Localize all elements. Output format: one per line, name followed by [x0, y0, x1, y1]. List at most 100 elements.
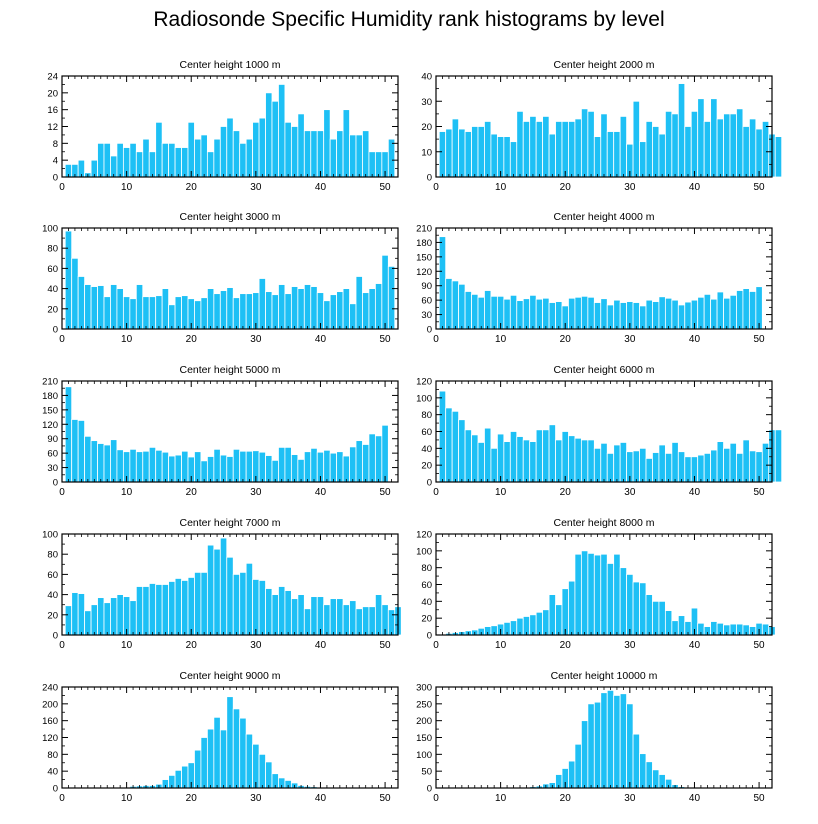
histogram-bar — [226, 456, 234, 483]
histogram-bar — [580, 108, 589, 178]
x-tick-label: 50 — [754, 640, 766, 651]
histogram-bar — [652, 600, 660, 636]
histogram-bar — [258, 753, 266, 789]
histogram-bar — [664, 610, 673, 636]
histogram-bar — [542, 297, 550, 330]
histogram-bar — [535, 429, 544, 483]
histogram-panel: Center height 7000 m 0 10 20 30 40 50 0 20 40 60 80… — [42, 517, 402, 651]
histogram-bar — [97, 142, 105, 178]
histogram-bar — [445, 407, 453, 483]
histogram-bar — [187, 121, 195, 178]
x-tick-label: 40 — [315, 182, 327, 193]
histogram-bar — [213, 448, 221, 483]
histogram-bar — [645, 594, 653, 636]
histogram-bar — [490, 133, 498, 178]
histogram-panel: Center height 4000 m 0 10 20 30 40 50 0 30 60 90 12… — [416, 211, 773, 345]
histogram-bar — [374, 435, 383, 483]
histogram-bar — [458, 283, 466, 330]
histogram-bar — [245, 450, 254, 483]
histogram-bar — [329, 452, 338, 483]
histogram-bar — [258, 580, 266, 636]
histogram-bar — [219, 126, 228, 178]
histogram-bar — [349, 134, 357, 178]
histogram-bar — [181, 147, 189, 178]
histogram-bar — [664, 297, 673, 330]
histogram-bar — [336, 130, 344, 178]
histogram-bar — [652, 301, 660, 330]
histogram-bar — [265, 92, 273, 178]
y-tick-label: 0 — [427, 173, 432, 184]
histogram-bar — [252, 121, 260, 178]
histogram-panel: Center height 8000 m 0 10 20 30 40 50 0 20 40 60 80… — [416, 517, 776, 651]
histogram-bar — [155, 295, 163, 330]
histogram-bar — [374, 283, 383, 330]
histogram-bar — [748, 118, 757, 178]
histogram-bar — [600, 298, 608, 330]
histogram-bar — [587, 110, 595, 178]
histogram-bar — [161, 584, 170, 636]
histogram-bar — [580, 550, 589, 636]
histogram-bar — [342, 604, 350, 636]
y-tick-label: 60 — [47, 449, 58, 460]
histogram-bar — [606, 131, 615, 178]
histogram-bar — [265, 761, 273, 789]
histogram-bar — [342, 455, 350, 483]
histogram-bar — [194, 749, 202, 789]
histogram-bar — [245, 733, 254, 789]
histogram-bar — [593, 302, 602, 330]
histogram-bar — [219, 537, 228, 636]
histogram-bar — [161, 142, 170, 178]
x-tick-label: 0 — [59, 640, 65, 651]
histogram-bar — [258, 117, 266, 178]
x-tick-label: 50 — [380, 182, 392, 193]
y-tick-label: 80 — [47, 750, 58, 761]
histogram-bar — [684, 301, 692, 330]
x-tick-label: 0 — [59, 334, 65, 345]
histogram-bar — [561, 588, 569, 636]
histogram-bar — [639, 447, 647, 483]
histogram-bar — [323, 604, 331, 636]
y-tick-label: 100 — [416, 546, 432, 557]
histogram-bar — [761, 442, 770, 483]
x-tick-label: 20 — [560, 487, 572, 498]
histogram-bar — [716, 118, 724, 178]
histogram-bar — [600, 553, 608, 636]
y-tick-label: 10 — [421, 147, 432, 158]
histogram-bar — [329, 294, 338, 330]
histogram-bar — [626, 574, 634, 636]
x-tick-label: 40 — [689, 640, 701, 651]
histogram-bar — [529, 116, 537, 178]
histogram-bar — [355, 608, 363, 636]
y-tick-label: 40 — [421, 597, 432, 608]
y-tick-label: 240 — [42, 683, 58, 694]
histogram-bar — [697, 98, 705, 178]
y-tick-label: 30 — [47, 463, 58, 474]
histogram-bar — [135, 284, 144, 330]
y-tick-label: 80 — [47, 244, 58, 255]
histogram-bar — [174, 147, 182, 178]
histogram-bar — [181, 580, 189, 636]
histogram-bar — [187, 577, 195, 636]
y-tick-label: 80 — [421, 410, 432, 421]
histogram-bar — [484, 121, 492, 178]
histogram-bar — [284, 293, 292, 330]
histogram-bar — [652, 452, 660, 483]
y-tick-label: 150 — [416, 252, 432, 263]
y-tick-label: 40 — [421, 444, 432, 455]
histogram-bar — [97, 443, 105, 483]
histogram-bar — [555, 604, 563, 636]
histogram-bar — [774, 136, 783, 178]
histogram-bar — [200, 297, 208, 330]
histogram-bar — [310, 130, 318, 178]
histogram-bar — [458, 419, 466, 483]
histogram-bar — [290, 286, 299, 330]
y-tick-label: 40 — [47, 284, 58, 295]
histogram-bar — [703, 121, 712, 178]
y-tick-label: 20 — [47, 304, 58, 315]
histogram-bar — [593, 136, 602, 178]
histogram-bar — [568, 760, 576, 789]
histogram-bar — [161, 451, 170, 483]
histogram-bar — [336, 291, 344, 330]
histogram-bar — [219, 729, 228, 789]
